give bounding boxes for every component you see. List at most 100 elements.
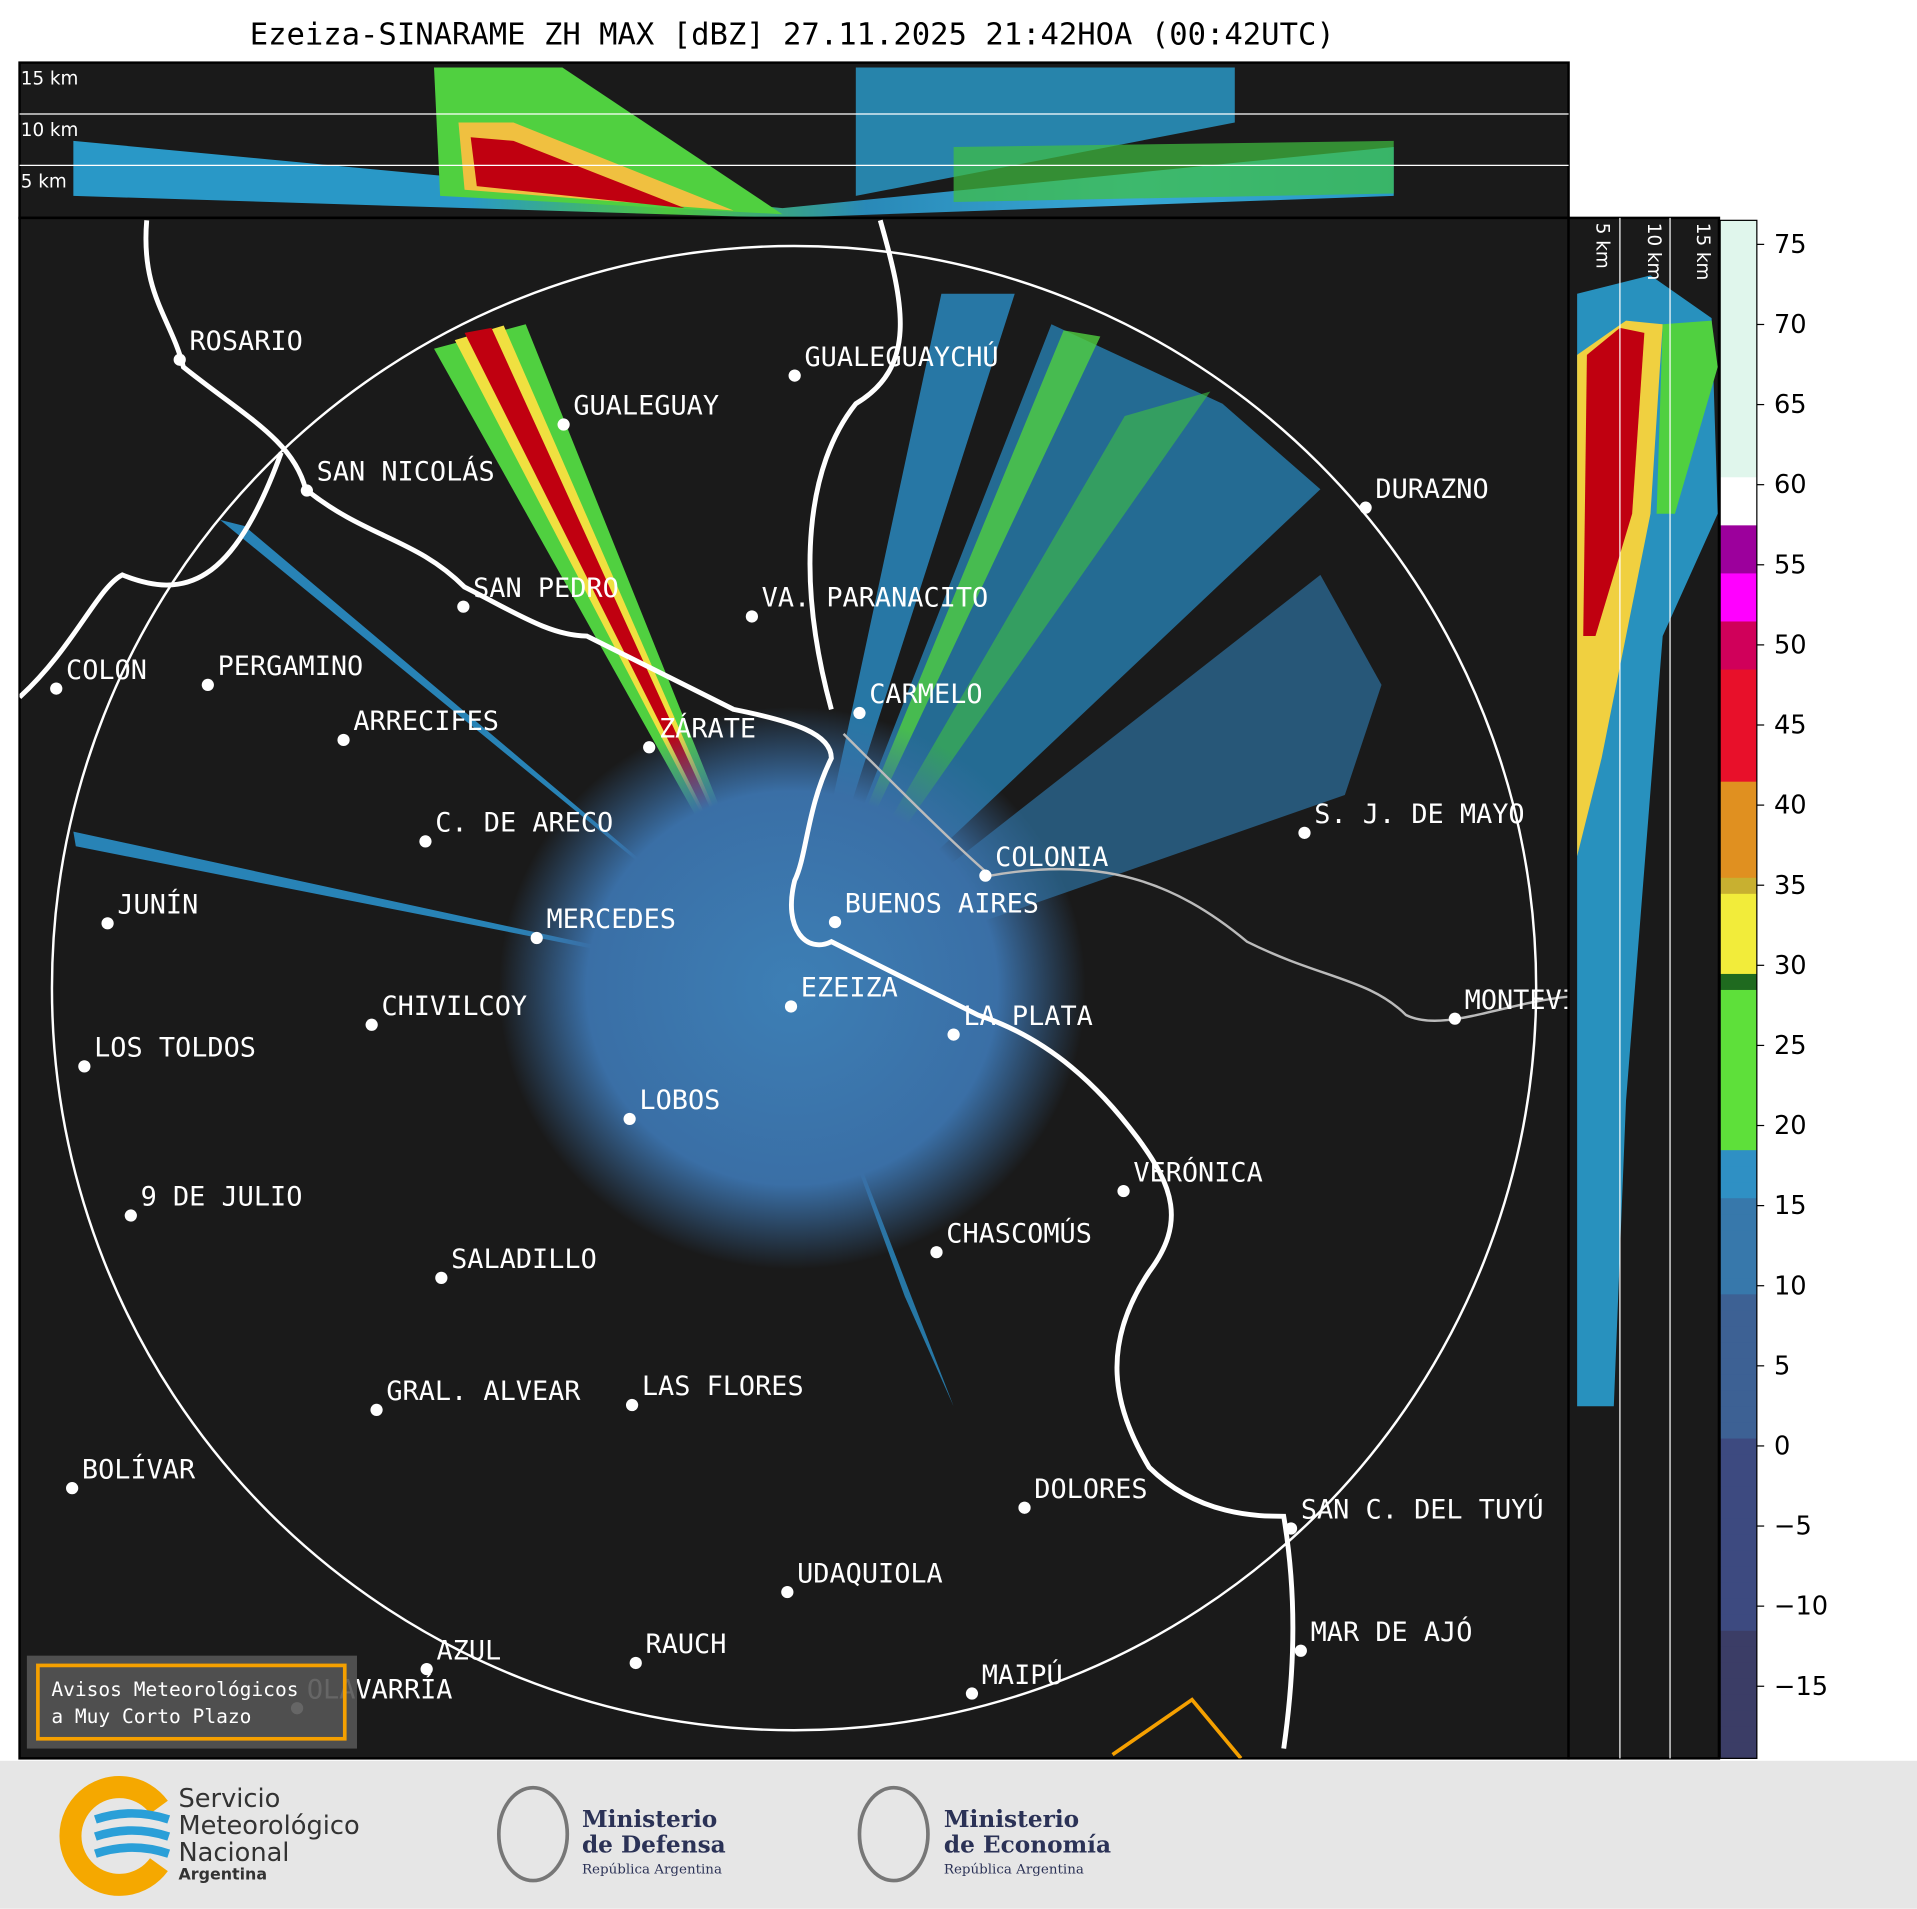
colorbar-step	[1720, 1293, 1757, 1311]
city-label: BOLÍVAR	[82, 1453, 196, 1485]
logo-text: Ministerio	[944, 1806, 1079, 1833]
city-dot	[1018, 1501, 1031, 1514]
colorbar-step	[1720, 1309, 1757, 1327]
colorbar-step	[1720, 1614, 1757, 1631]
colorbar-tick-label: 15	[1774, 1191, 1807, 1221]
smn-logo: Servicio Meteorológico Nacional Argentin…	[59, 1776, 360, 1896]
colorbar-step	[1720, 1085, 1757, 1103]
logo-text: República Argentina	[582, 1862, 722, 1877]
border	[807, 219, 903, 711]
colorbar-step	[1720, 220, 1757, 237]
logo-ring	[59, 1776, 168, 1896]
boundaries	[19, 219, 1569, 1759]
city-label: GUALEGUAYCHÚ	[804, 341, 998, 373]
colorbar-step	[1720, 845, 1757, 862]
city-label: SAN NICOLÁS	[317, 456, 495, 488]
colorbar-step	[1720, 973, 1757, 990]
city-dot	[781, 1585, 794, 1599]
colorbar-step	[1720, 700, 1757, 718]
colorbar-tick-label: 75	[1774, 230, 1807, 260]
colorbar-step	[1720, 989, 1757, 1006]
logo-text: de Defensa	[582, 1831, 726, 1858]
colorbar-step	[1720, 620, 1757, 638]
colorbar-step	[1720, 1582, 1757, 1599]
logo-text: Argentina	[178, 1864, 267, 1883]
warning-box[interactable]	[36, 1663, 347, 1741]
city-label: CHASCOMÚS	[946, 1217, 1092, 1249]
height-label: 5 km	[1592, 223, 1613, 269]
city-dot	[979, 869, 992, 882]
colorbar-tick-label: 30	[1774, 951, 1807, 981]
city-dot	[66, 1482, 79, 1495]
city-dot	[300, 484, 313, 497]
warning-text[interactable]: a Muy Corto Plazo	[51, 1705, 251, 1728]
city-label: COLONIA	[995, 842, 1108, 873]
colorbar-step	[1720, 444, 1757, 462]
city-dot	[457, 600, 470, 613]
city-dot	[50, 682, 63, 695]
city-label: SALADILLO	[451, 1244, 597, 1275]
colorbar-step	[1720, 1742, 1757, 1759]
colorbar-step	[1720, 1678, 1757, 1695]
city-dot	[623, 1112, 636, 1126]
colorbar-step	[1720, 412, 1757, 430]
city-label: COLON	[66, 655, 147, 686]
city-dot	[557, 418, 570, 431]
colorbar-step	[1720, 332, 1757, 350]
city-dot	[365, 1018, 378, 1031]
city-label: JUNÍN	[117, 889, 198, 921]
colorbar-step	[1720, 284, 1757, 302]
city-dot	[337, 733, 350, 747]
colorbar-step	[1720, 1117, 1757, 1135]
colorbar-step	[1720, 1341, 1757, 1359]
coastline	[143, 220, 1296, 1749]
colorbar-step	[1720, 428, 1757, 446]
colorbar-step	[1720, 1245, 1757, 1263]
city-label: 9 DE JULIO	[141, 1182, 303, 1213]
colorbar-step	[1720, 1277, 1757, 1295]
top-echo	[73, 67, 1394, 218]
colorbar-step	[1720, 861, 1757, 878]
colorbar-step	[1720, 829, 1757, 846]
logo-text: Servicio	[178, 1784, 280, 1814]
colorbar-step	[1720, 1550, 1757, 1567]
colorbar-step	[1720, 1037, 1757, 1055]
city-dot	[629, 1656, 642, 1670]
colorbar-tick-label: 20	[1774, 1111, 1807, 1141]
city-label: DURAZNO	[1375, 474, 1488, 505]
colorbar-step	[1720, 684, 1757, 702]
height-label: 15 km	[21, 69, 79, 90]
colorbar-step	[1720, 1710, 1757, 1727]
colorbar-step	[1720, 380, 1757, 398]
side-echo	[1577, 275, 1718, 1407]
city-label: LOBOS	[639, 1085, 720, 1116]
height-label: 15 km	[1692, 223, 1713, 281]
colorbar-step	[1720, 909, 1757, 926]
city-dot	[124, 1209, 137, 1222]
colorbar-step	[1720, 1566, 1757, 1583]
colorbar-step	[1720, 524, 1757, 542]
city-dot	[788, 369, 801, 382]
colorbar-tick-label: 40	[1774, 791, 1807, 821]
echo	[1583, 327, 1645, 637]
colorbar-step	[1720, 1694, 1757, 1711]
city-label: EZEIZA	[801, 973, 898, 1004]
colorbar-step	[1720, 1485, 1757, 1503]
colorbar: −15 −10 −5 0 5 10 15 20 25 30 35 40 45 50 55 60 65 70 75	[1719, 219, 1828, 1759]
warning-text[interactable]: Avisos Meteorológicos	[51, 1678, 298, 1701]
colorbar-tick-label: 0	[1774, 1431, 1790, 1461]
height-label: 10 km	[21, 120, 79, 141]
colorbar-step	[1720, 1389, 1757, 1407]
city-label: ROSARIO	[189, 326, 302, 357]
city-dot	[370, 1403, 383, 1417]
colorbar-step	[1720, 268, 1757, 286]
title: Ezeiza-SINARAME ZH MAX [dBZ] 27.11.2025 …	[250, 17, 1335, 52]
city-label: CHIVILCOY	[381, 991, 527, 1022]
colorbar-step	[1720, 1229, 1757, 1247]
city-dot	[625, 1398, 639, 1412]
colorbar-tick-label: 45	[1774, 711, 1807, 741]
warning-bg[interactable]	[26, 1655, 357, 1749]
colorbar-step	[1720, 1598, 1757, 1615]
colorbar-step	[1720, 1469, 1757, 1487]
city-dot	[853, 706, 866, 720]
